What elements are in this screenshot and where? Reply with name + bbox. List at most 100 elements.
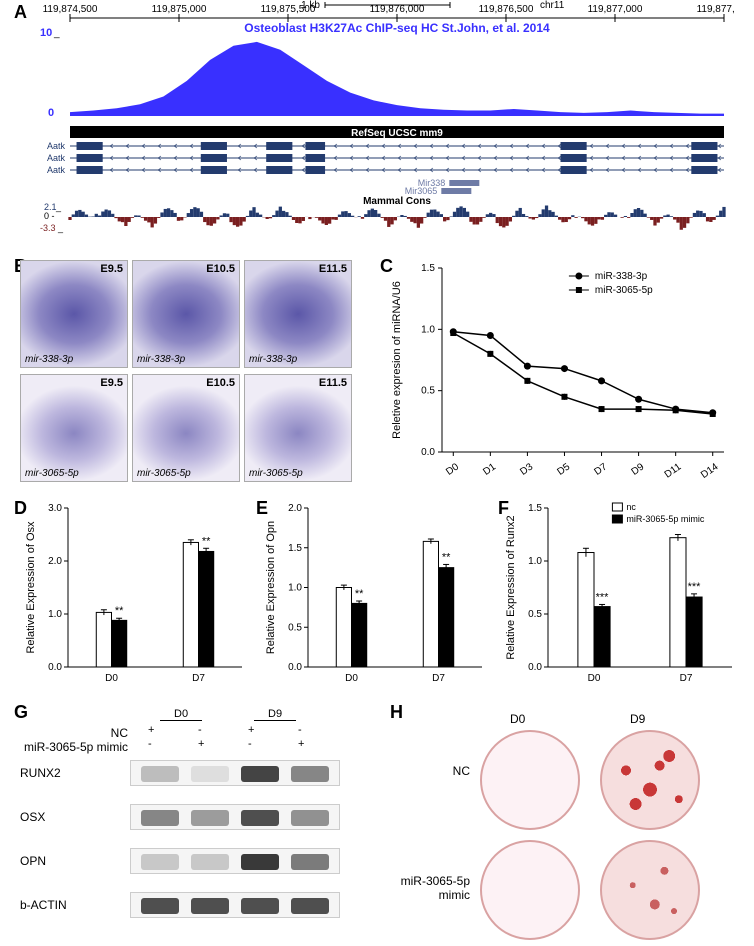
svg-text:1.0: 1.0 <box>288 583 302 594</box>
svg-text:1.0: 1.0 <box>528 556 542 567</box>
svg-text:Relative Expression of Runx2: Relative Expression of Runx2 <box>505 515 517 659</box>
svg-text:**: ** <box>442 551 451 563</box>
wish-image: E11.5 mir-338-3p <box>244 260 352 368</box>
svg-text:miR-338-3p: miR-338-3p <box>595 271 648 282</box>
wish-image: E9.5 mir-3065-5p <box>20 374 128 482</box>
svg-text:D7: D7 <box>432 673 445 684</box>
blot-band <box>141 766 179 782</box>
blot-band <box>191 766 229 782</box>
ars-col-label: D9 <box>630 712 645 726</box>
svg-text:D5: D5 <box>555 461 572 478</box>
blot-row <box>130 848 340 874</box>
svg-text:Relative Expression of Osx: Relative Expression of Osx <box>25 521 37 654</box>
svg-text:Aatk: Aatk <box>47 141 66 151</box>
svg-text:0: 0 <box>48 107 54 119</box>
svg-text:119,877,000: 119,877,000 <box>588 4 643 15</box>
blot-band <box>291 854 329 870</box>
panel-c-linechart: 0.00.51.01.5D0D1D3D5D7D9D11D14Reletive e… <box>384 260 734 492</box>
wish-probe-label: mir-3065-5p <box>137 468 191 479</box>
blot-target-label: b-ACTIN <box>20 898 67 912</box>
panel-a-svg: 119,874,500119,875,000119,875,500119,876… <box>20 0 734 240</box>
blot-band <box>291 766 329 782</box>
wish-stage-label: E10.5 <box>206 263 235 275</box>
panel-d-barchart: 0.01.02.03.0Relative Expression of OsxD0… <box>20 500 250 695</box>
blot-row <box>130 892 340 918</box>
svg-text:Mir3065: Mir3065 <box>405 186 438 196</box>
wish-probe-label: mir-338-3p <box>137 354 185 365</box>
svg-text:D7: D7 <box>192 673 205 684</box>
wish-stage-label: E11.5 <box>319 377 347 389</box>
wish-stage-label: E9.5 <box>100 263 123 275</box>
panel-a-genome-track: 119,874,500119,875,000119,875,500119,876… <box>20 0 734 240</box>
svg-text:D1: D1 <box>481 461 498 478</box>
blot-row <box>130 804 340 830</box>
svg-text:D7: D7 <box>680 673 693 684</box>
svg-text:D3: D3 <box>518 461 535 478</box>
svg-text:3.0: 3.0 <box>48 503 62 514</box>
ars-row-label: NC <box>390 764 470 778</box>
svg-text:0.0: 0.0 <box>421 447 435 458</box>
wish-probe-label: mir-3065-5p <box>25 468 79 479</box>
panel-h-ars: D0 D9 NC miR-3065-5p mimic <box>390 708 735 938</box>
wish-stage-label: E11.5 <box>319 263 347 275</box>
svg-text:Reletive expresion of miRNA/U6: Reletive expresion of miRNA/U6 <box>391 281 403 439</box>
panel-e-svg: 0.00.51.01.52.0Relative Expression of Op… <box>260 500 490 695</box>
wish-image: E10.5mir-3065-5p <box>132 374 240 482</box>
blot-row-header: NC <box>20 726 128 740</box>
svg-text:119,876,000: 119,876,000 <box>370 4 425 15</box>
svg-text:Relative Expression of Opn: Relative Expression of Opn <box>265 521 277 654</box>
panel-c-svg: 0.00.51.01.5D0D1D3D5D7D9D11D14Reletive e… <box>384 260 734 492</box>
svg-text:miR-3065-5p: miR-3065-5p <box>595 285 653 296</box>
panel-f-svg: 0.00.51.01.5Relative Expression of Runx2… <box>500 500 740 695</box>
svg-text:0.0: 0.0 <box>528 662 542 673</box>
wish-probe-label: mir-338-3p <box>25 354 73 365</box>
blot-band <box>191 810 229 826</box>
ars-dish <box>480 730 580 830</box>
wish-probe-label: mir-338-3p <box>249 354 297 365</box>
wish-stage-label: E9.5 <box>100 377 123 389</box>
svg-text:**: ** <box>115 605 124 617</box>
wish-image: E9.5 mir-338-3p <box>20 260 128 368</box>
blot-target-label: OSX <box>20 810 45 824</box>
svg-text:0.5: 0.5 <box>421 386 435 397</box>
svg-text:2.0: 2.0 <box>288 503 302 514</box>
svg-text:0.5: 0.5 <box>528 609 542 620</box>
blot-row-header: miR-3065-5p mimic <box>20 740 128 754</box>
blot-band <box>241 898 279 914</box>
blot-band <box>141 898 179 914</box>
svg-text:Mammal Cons: Mammal Cons <box>363 196 431 207</box>
svg-text:2.0: 2.0 <box>48 556 62 567</box>
ars-col-label: D0 <box>510 712 525 726</box>
blot-band <box>241 854 279 870</box>
ars-dish <box>480 840 580 940</box>
svg-text:119,876,500: 119,876,500 <box>479 4 534 15</box>
blot-band <box>291 898 329 914</box>
blot-band <box>191 854 229 870</box>
blot-band <box>241 766 279 782</box>
svg-text:D0: D0 <box>345 673 358 684</box>
wish-image: E11.5mir-3065-5p <box>244 374 352 482</box>
svg-text:119,874,500: 119,874,500 <box>43 4 98 15</box>
svg-text:119,877,500: 119,877,500 <box>697 4 734 15</box>
svg-text:D14: D14 <box>699 461 721 481</box>
wish-image: E10.5 mir-338-3p <box>132 260 240 368</box>
blot-target-label: OPN <box>20 854 46 868</box>
panel-g-western: D0D9NC+-+-miR-3065-5p mimic-+-+RUNX2OSXO… <box>20 708 350 938</box>
panel-b-wish: E9.5 mir-338-3p E10.5 mir-338-3p E11.5 mir-33… <box>20 260 354 486</box>
blot-band <box>291 810 329 826</box>
svg-text:_: _ <box>55 202 62 212</box>
ars-dish <box>600 840 700 940</box>
panel-e-barchart: 0.00.51.01.52.0Relative Expression of Op… <box>260 500 490 695</box>
svg-text:1.5: 1.5 <box>421 263 435 274</box>
svg-text:1.0: 1.0 <box>421 324 435 335</box>
svg-text:Aatk: Aatk <box>47 153 66 163</box>
svg-text:_: _ <box>57 223 64 233</box>
svg-text:D7: D7 <box>592 461 609 478</box>
svg-text:1.5: 1.5 <box>288 543 302 554</box>
svg-text:0.5: 0.5 <box>288 622 302 633</box>
ars-row-label: miR-3065-5p mimic <box>390 874 470 902</box>
svg-text:0 -: 0 - <box>44 211 55 221</box>
blot-row <box>130 760 340 786</box>
svg-text:miR-3065-5p mimic: miR-3065-5p mimic <box>626 514 705 524</box>
svg-text:1 kb: 1 kb <box>301 0 320 11</box>
